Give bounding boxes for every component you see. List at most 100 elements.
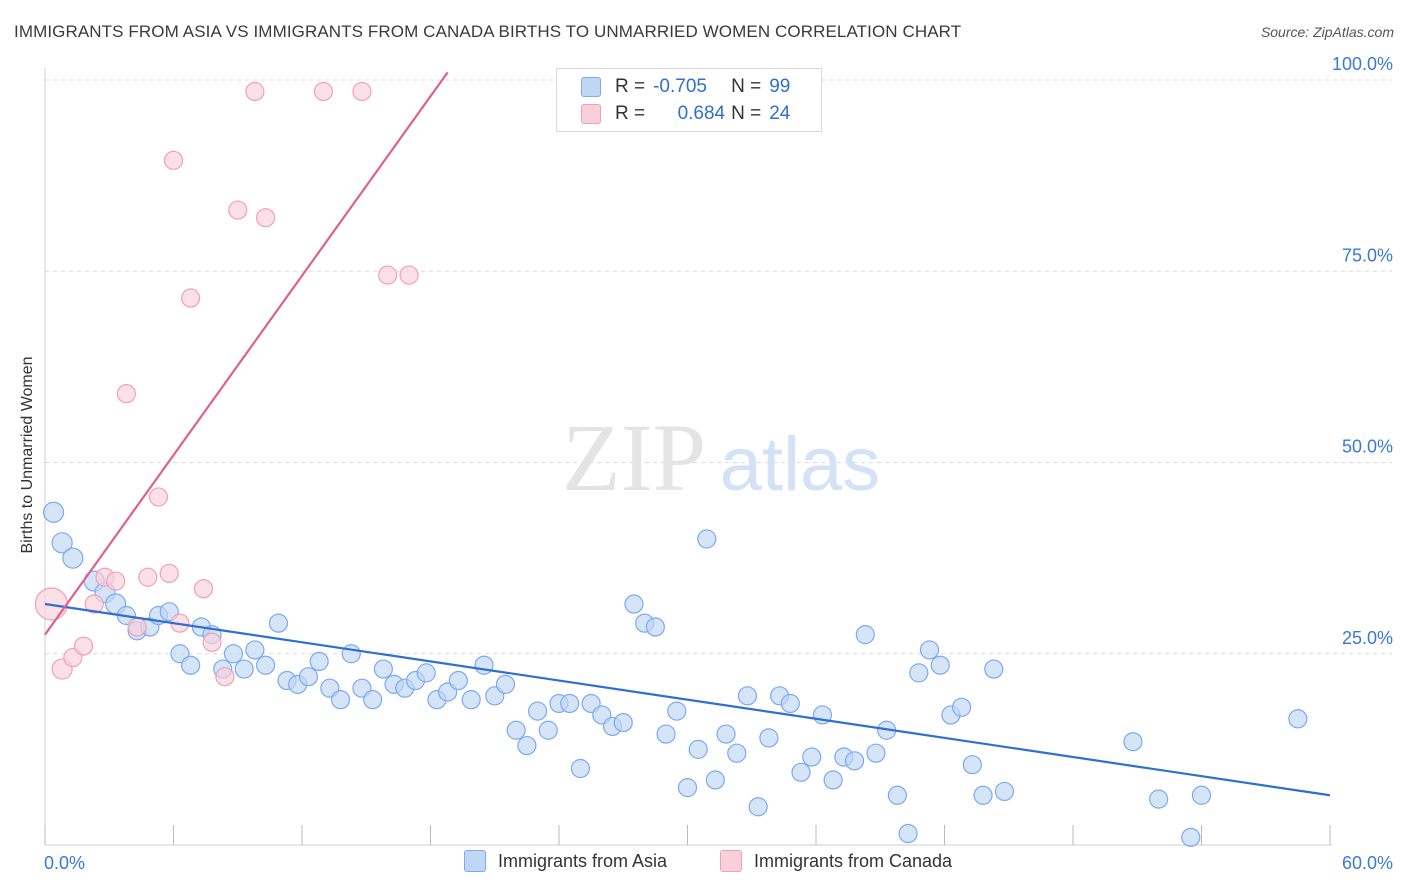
point-asia [517, 735, 537, 756]
point-asia [363, 690, 383, 710]
grid-lines [45, 79, 1392, 655]
legend-row-asia: R = -0.705 N = 99 [581, 73, 790, 101]
series-legend: Immigrants from Asia Immigrants from Can… [0, 850, 1406, 878]
point-canada [378, 265, 398, 285]
point-asia [223, 644, 244, 664]
point-canada [148, 487, 169, 507]
point-asia [930, 655, 950, 675]
point-asia [527, 701, 548, 721]
point-asia [1288, 709, 1308, 729]
point-asia [51, 532, 73, 554]
point-asia [909, 663, 929, 683]
point-asia [737, 686, 758, 706]
point-asia [245, 640, 265, 660]
point-asia [1123, 732, 1143, 752]
chart-title: IMMIGRANTS FROM ASIA VS IMMIGRANTS FROM … [14, 22, 962, 41]
y-tick-label: 50.0% [1342, 437, 1393, 457]
x-tick-label: 0.0% [44, 853, 85, 873]
point-asia [309, 651, 329, 672]
legend-swatch-canada [720, 850, 742, 872]
point-asia [495, 674, 516, 694]
point-asia [697, 529, 717, 549]
point-asia [802, 747, 822, 767]
point-canada [399, 265, 419, 285]
point-asia [984, 659, 1004, 679]
point-canada [181, 288, 201, 308]
point-asia [416, 663, 436, 683]
point-asia [42, 501, 65, 523]
trend-lines [44, 71, 1331, 797]
point-canada [84, 594, 104, 614]
point-asia [1181, 827, 1201, 847]
point-asia [844, 751, 865, 771]
legend-swatch-asia [464, 850, 486, 872]
stats-legend: R = -0.705 N = 99 R = 0.684 N = 24 [556, 68, 822, 132]
tick-labels: 100.0% 75.0% 50.0% 25.0% 0.0% 60.0% [44, 54, 1393, 873]
point-asia [823, 770, 843, 790]
point-asia [181, 655, 201, 675]
legend-item-canada[interactable]: Immigrants from Canada [720, 850, 952, 872]
legend-r-label: R = [615, 76, 646, 97]
point-asia [624, 594, 644, 614]
point-canada [163, 150, 184, 170]
point-asia [705, 770, 725, 790]
point-canada [245, 81, 265, 102]
point-asia [234, 659, 254, 679]
watermark: ZIP atlas [562, 404, 880, 511]
point-asia [62, 547, 84, 569]
trend-line-canada [44, 71, 449, 636]
legend-item-asia[interactable]: Immigrants from Asia [464, 850, 667, 872]
watermark-zip: ZIP [562, 404, 706, 511]
point-asia [919, 640, 940, 660]
point-canada [202, 632, 222, 652]
point-canada [215, 667, 235, 687]
legend-n-value: 99 [769, 76, 791, 97]
legend-swatch-canada [581, 104, 601, 124]
point-canada [116, 384, 136, 404]
point-asia [506, 720, 526, 740]
legend-r-label: R = [615, 103, 646, 124]
point-asia [667, 701, 687, 721]
point-canada [352, 81, 372, 102]
point-asia [994, 781, 1015, 802]
point-asia [645, 617, 665, 637]
point-asia [1149, 789, 1169, 809]
point-asia [962, 755, 982, 775]
axes [44, 68, 1332, 846]
point-canada [159, 563, 179, 584]
watermark-atlas: atlas [720, 422, 881, 507]
point-asia [887, 785, 907, 805]
point-canada [313, 81, 334, 102]
point-asia [656, 724, 676, 744]
y-tick-label: 100.0% [1332, 54, 1393, 74]
legend-label-asia: Immigrants from Asia [498, 850, 668, 871]
point-asia [716, 724, 736, 744]
legend-n-label: N = [731, 103, 762, 124]
point-asia [952, 697, 972, 717]
point-asia [560, 693, 580, 714]
legend-r-value: 0.684 [677, 103, 726, 124]
point-asia [791, 762, 811, 782]
point-canada [127, 617, 147, 637]
point-asia [759, 728, 779, 748]
data-points [34, 81, 1308, 847]
point-asia [330, 690, 351, 710]
point-asia [613, 712, 633, 733]
point-asia [727, 743, 747, 763]
point-asia [677, 778, 698, 798]
trend-line-asia [44, 602, 1331, 797]
point-canada [73, 636, 94, 656]
legend-swatch-asia [581, 77, 601, 97]
x-tick-label: 60.0% [1342, 853, 1393, 873]
legend-r-value: -0.705 [653, 76, 707, 97]
y-tick-label: 75.0% [1342, 245, 1393, 265]
y-tick-label: 25.0% [1342, 628, 1393, 648]
point-asia [341, 644, 361, 664]
point-asia [898, 823, 918, 844]
point-canada [255, 208, 276, 228]
legend-n-value: 24 [769, 103, 791, 124]
point-canada [228, 200, 248, 220]
point-asia [538, 720, 558, 740]
point-asia [474, 655, 494, 675]
